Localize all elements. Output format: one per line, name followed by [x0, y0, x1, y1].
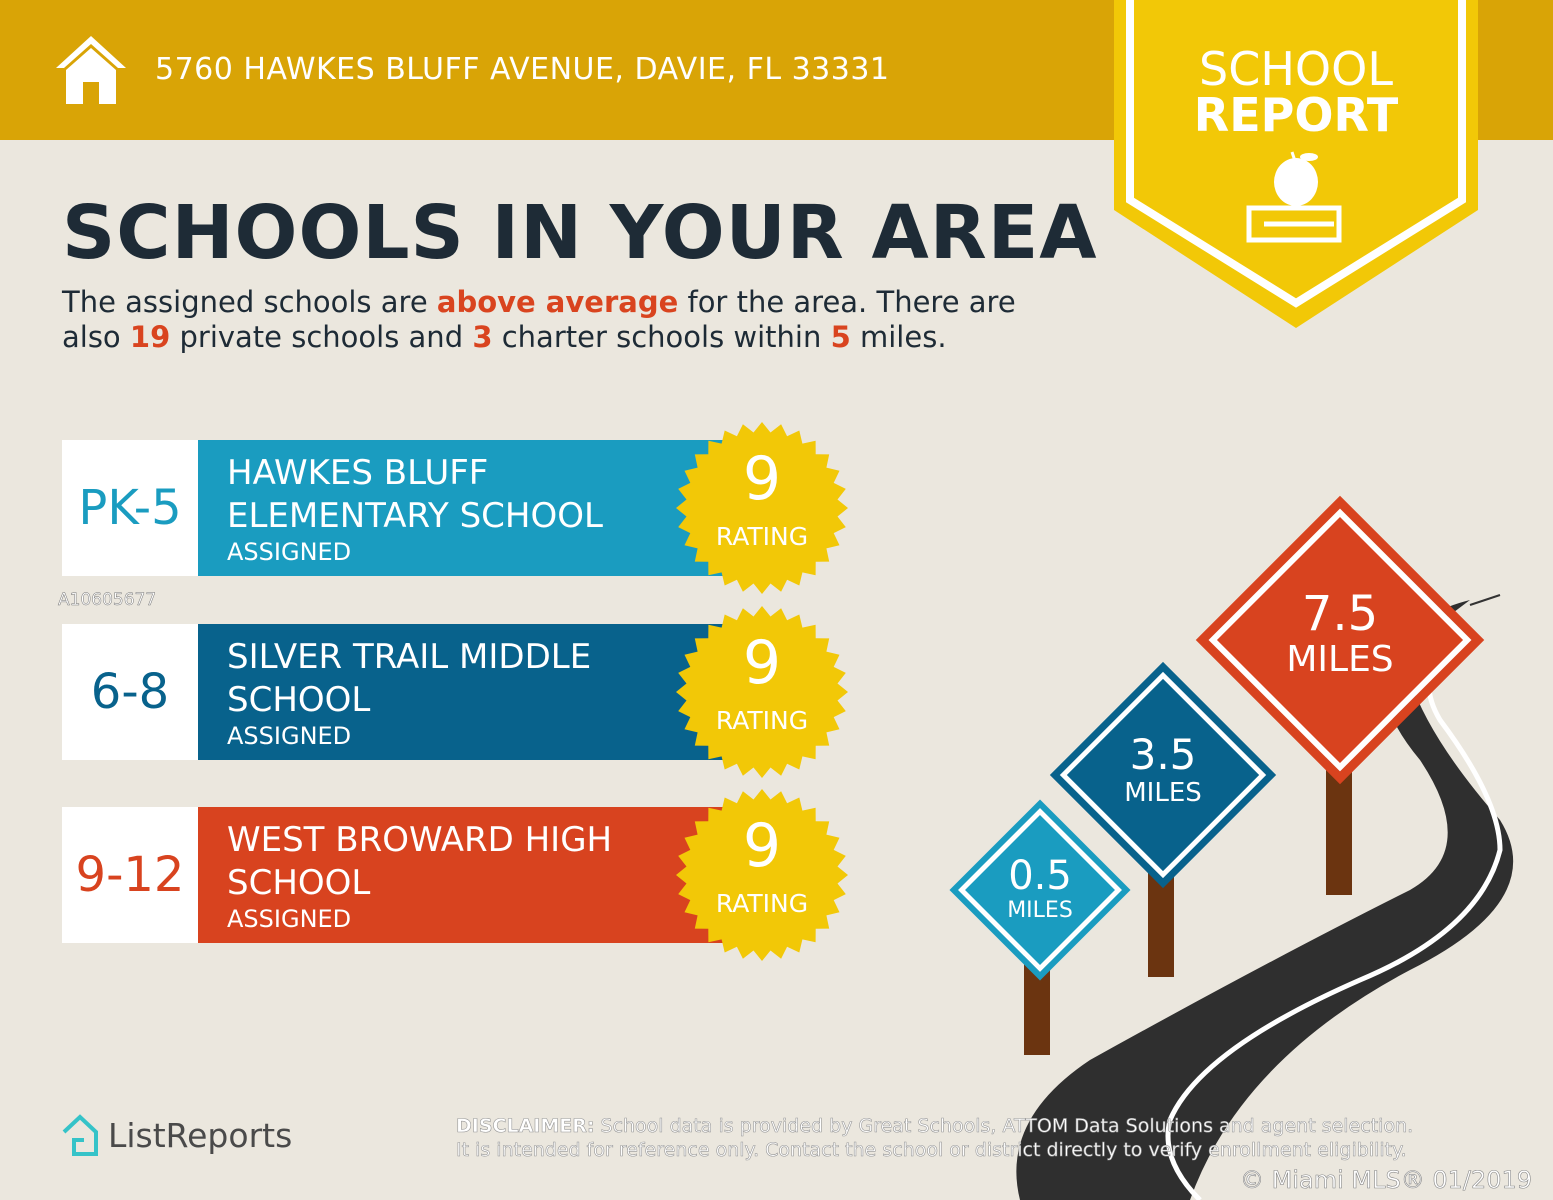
sign-post [1148, 860, 1174, 977]
page-title: SCHOOLS IN YOUR AREA [62, 190, 1098, 276]
listreports-logo: ListReports [108, 1116, 293, 1155]
sign-value: 3.5 [1129, 730, 1197, 779]
starburst-shape [676, 606, 848, 778]
listing-id-watermark: A10605677 [58, 590, 157, 611]
listreports-logo-icon [62, 1114, 98, 1156]
sign-post [1326, 750, 1352, 895]
grade-range: PK-5 [62, 440, 198, 576]
rating-badge: 9 RATING [676, 606, 848, 778]
rating-value: 9 [742, 628, 782, 698]
distance-sign: 3.5 MILES [1049, 661, 1277, 889]
disclaimer: DISCLAIMER: School data is provided by G… [456, 1115, 1414, 1162]
school-row: 6-8 SILVER TRAIL MIDDLE SCHOOL ASSIGNED 9… [62, 606, 848, 778]
property-address: 5760 HAWKES BLUFF AVENUE, DAVIE, FL 3333… [155, 52, 890, 87]
sign-value: 0.5 [1008, 853, 1072, 899]
apple-on-book-icon [1246, 151, 1342, 243]
sign-unit: MILES [1007, 898, 1073, 923]
grade-range: 6-8 [62, 624, 198, 760]
assignment-status: ASSIGNED [227, 905, 352, 933]
school-report-badge [1114, 0, 1478, 328]
school-name: SILVER TRAIL MIDDLE SCHOOL [227, 637, 592, 720]
badge-title: SCHOOL REPORT [1112, 46, 1480, 138]
distance-sign: 7.5 MILES [1195, 495, 1485, 785]
copyright: © Miami MLS® 01/2019 [1240, 1166, 1533, 1195]
rating-badge: 9 RATING [676, 789, 848, 961]
intro-text: The assigned schools are above average f… [62, 285, 1016, 354]
road [1016, 600, 1514, 1200]
rating-label: RATING [715, 706, 809, 735]
starburst-icon [676, 606, 848, 778]
sign-unit: MILES [1286, 639, 1394, 680]
rating-value: 9 [742, 811, 782, 881]
starburst-shape [676, 422, 848, 594]
starburst-shape [676, 789, 848, 961]
school-name: HAWKES BLUFF ELEMENTARY SCHOOL [227, 453, 603, 536]
school-row: 9-12 WEST BROWARD HIGH SCHOOL ASSIGNED 9 R… [62, 789, 848, 961]
assignment-status: ASSIGNED [227, 538, 352, 566]
rating-badge: 9 RATING [676, 422, 848, 594]
rating-label: RATING [715, 522, 809, 551]
starburst-icon [676, 422, 848, 594]
school-row: PK-5 HAWKES BLUFF ELEMENTARY SCHOOL ASSIG… [62, 422, 848, 594]
sign-value: 7.5 [1301, 586, 1379, 642]
grade-range: 9-12 [62, 807, 198, 943]
road-center-line [1165, 628, 1503, 1200]
badge-line-1: SCHOOL [1199, 42, 1393, 96]
distance-sign: 0.5 MILES [949, 799, 1131, 981]
badge-line-2: REPORT [1193, 88, 1399, 142]
starburst-icon [676, 789, 848, 961]
school-name: WEST BROWARD HIGH SCHOOL [227, 820, 613, 903]
rating-label: RATING [715, 889, 809, 918]
rating-value: 9 [742, 444, 782, 514]
house-icon [56, 36, 126, 104]
assignment-status: ASSIGNED [227, 722, 352, 750]
sign-unit: MILES [1124, 778, 1202, 808]
